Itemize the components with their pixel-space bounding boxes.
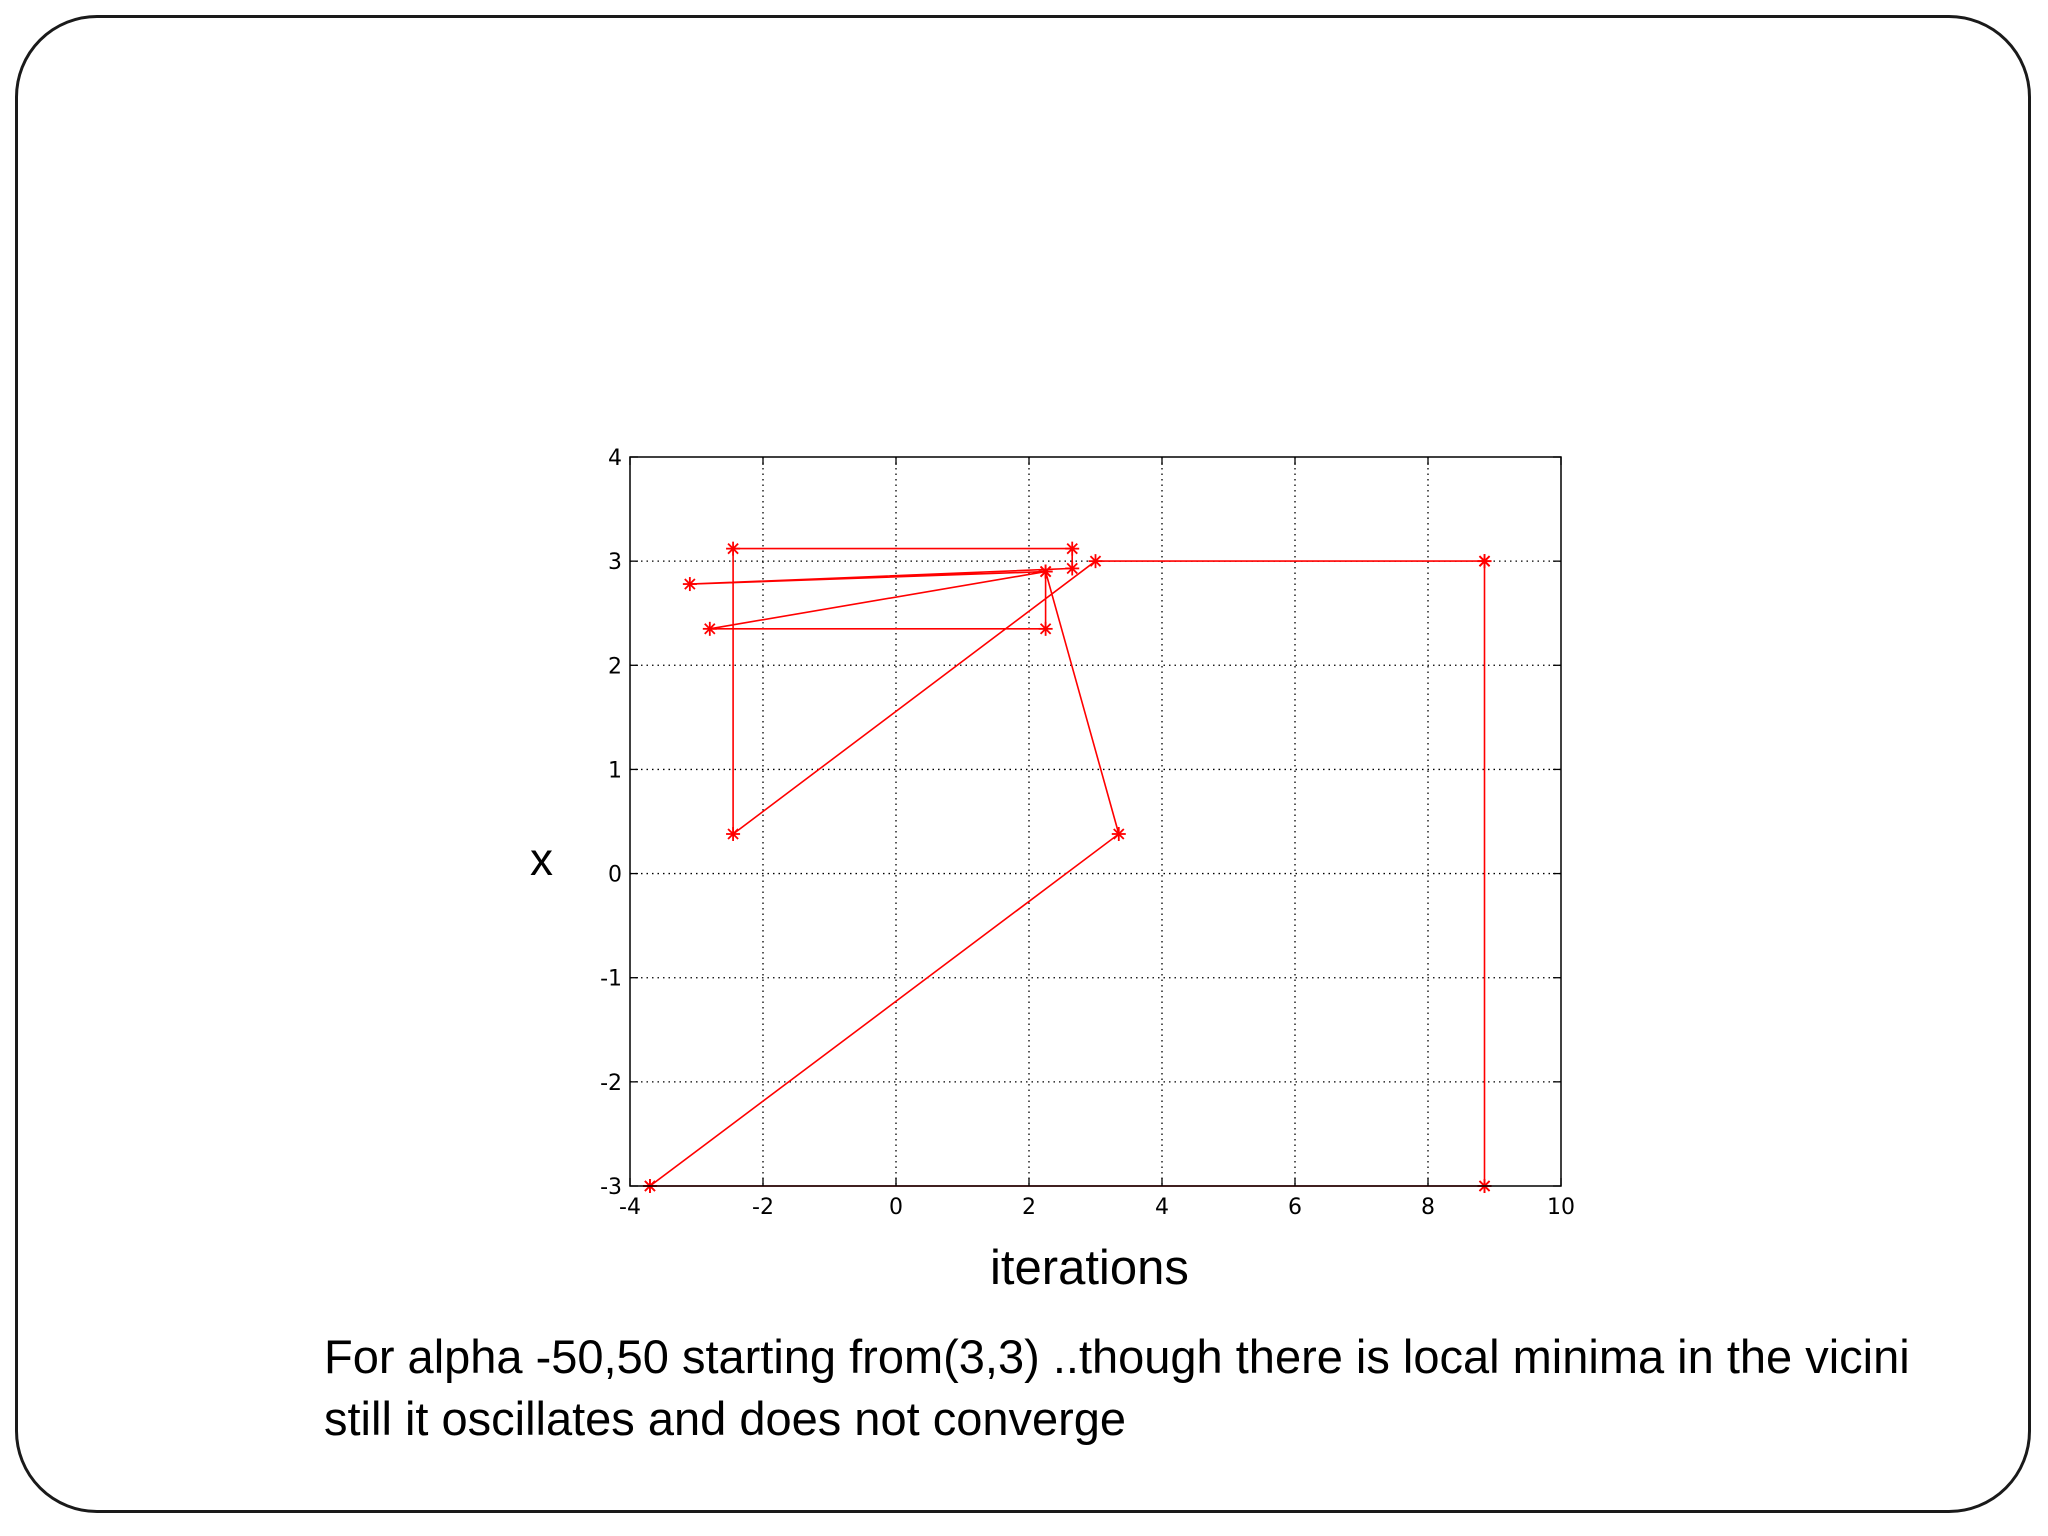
x-tick-label: 6	[1288, 1195, 1302, 1220]
x-tick-label: 10	[1547, 1195, 1575, 1220]
data-point-marker	[726, 541, 741, 556]
data-point-marker	[1038, 621, 1053, 636]
plot-area	[630, 457, 1561, 1186]
y-tick-label: 4	[608, 446, 622, 471]
y-tick-label: -3	[600, 1175, 622, 1200]
slide-frame	[15, 15, 2031, 1513]
x-tick-label: 4	[1155, 1195, 1169, 1220]
data-point-marker	[1111, 826, 1126, 841]
data-point-marker	[726, 826, 741, 841]
axis-ticks: -4 -2 0 2 4 6 8 10 -3 -2 -1 0 1 2 3 4	[600, 446, 1575, 1220]
grid	[630, 457, 1561, 1186]
x-tick-label: 2	[1022, 1195, 1036, 1220]
y-tick-label: -1	[600, 967, 622, 992]
x-tick-label: -4	[619, 1195, 641, 1220]
x-tick-label: 8	[1421, 1195, 1435, 1220]
plot-frame	[629, 456, 1562, 1187]
x-axis-label: iterations	[990, 1241, 1189, 1295]
data-point-marker	[1065, 541, 1080, 556]
y-axis-label: x	[530, 833, 553, 885]
caption-line-2: still it oscillates and does not converg…	[324, 1392, 1127, 1445]
data-point-marker	[1477, 554, 1492, 569]
x-tick-label: -2	[752, 1195, 774, 1220]
y-tick-label: 2	[608, 654, 622, 679]
y-tick-label: 3	[608, 550, 622, 575]
data-point-marker	[702, 621, 717, 636]
data-point-marker	[1038, 564, 1053, 579]
y-tick-label: 1	[608, 758, 622, 783]
x-tick-label: 0	[889, 1195, 903, 1220]
y-tick-label: 0	[608, 863, 622, 888]
slide-caption: For alpha -50,50 starting from(3,3) ..th…	[324, 1326, 2048, 1450]
y-tick-label: -2	[600, 1071, 622, 1096]
data-point-marker	[682, 577, 697, 592]
data-point-marker	[1088, 554, 1103, 569]
data-point-marker	[1065, 561, 1080, 576]
caption-line-1: For alpha -50,50 starting from(3,3) ..th…	[324, 1330, 1910, 1383]
